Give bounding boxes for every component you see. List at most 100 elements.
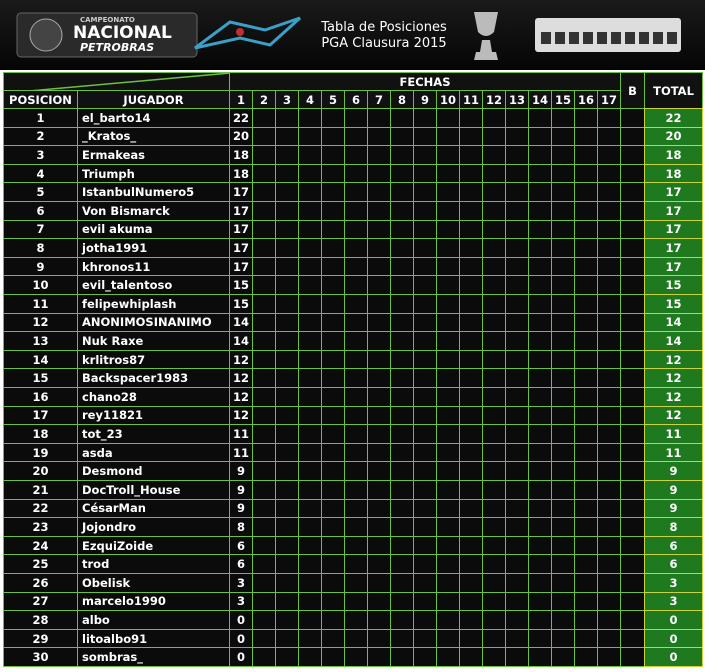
position: 6 bbox=[3, 201, 78, 221]
position: 7 bbox=[3, 219, 78, 240]
empty-cell bbox=[528, 424, 552, 444]
club-shields bbox=[541, 32, 677, 44]
logo-box bbox=[16, 12, 198, 58]
empty-cell bbox=[298, 424, 322, 444]
empty-cell bbox=[551, 294, 575, 314]
empty-cell bbox=[367, 238, 391, 258]
empty-cell bbox=[459, 498, 483, 519]
empty-cell bbox=[505, 256, 529, 277]
empty-cell bbox=[505, 201, 529, 221]
player: chano28 bbox=[77, 387, 230, 407]
position: 24 bbox=[3, 535, 78, 556]
empty-cell bbox=[620, 201, 645, 221]
player: Von Bismarck bbox=[77, 201, 230, 221]
total: 17 bbox=[644, 219, 703, 240]
empty-cell bbox=[574, 610, 598, 630]
empty-cell bbox=[252, 368, 276, 388]
empty-cell bbox=[482, 498, 506, 519]
empty-cell bbox=[551, 126, 575, 147]
empty-cell bbox=[252, 108, 276, 128]
position: 10 bbox=[3, 275, 78, 295]
empty-cell bbox=[528, 387, 552, 407]
position: 14 bbox=[3, 349, 78, 370]
empty-cell bbox=[275, 535, 299, 556]
empty-cell bbox=[298, 182, 322, 202]
empty-cell bbox=[551, 163, 575, 184]
empty-cell bbox=[505, 387, 529, 407]
empty-cell bbox=[505, 535, 529, 556]
empty-cell bbox=[597, 424, 621, 444]
empty-cell bbox=[413, 591, 437, 612]
empty-cell bbox=[551, 480, 575, 500]
empty-cell bbox=[367, 628, 391, 649]
title: Tabla de Posiciones bbox=[320, 20, 447, 35]
empty-cell bbox=[298, 480, 322, 500]
empty-cell bbox=[298, 442, 322, 463]
empty-cell bbox=[413, 126, 437, 147]
empty-cell bbox=[528, 535, 552, 556]
pga-logo-dot bbox=[236, 28, 244, 36]
empty-cell bbox=[597, 126, 621, 147]
empty-cell bbox=[390, 573, 414, 593]
empty-cell bbox=[459, 517, 483, 537]
round-score: 11 bbox=[229, 424, 253, 444]
empty-cell bbox=[252, 442, 276, 463]
empty-cell bbox=[275, 405, 299, 426]
empty-cell bbox=[597, 517, 621, 537]
empty-cell bbox=[505, 461, 529, 481]
empty-cell bbox=[298, 275, 322, 295]
total: 12 bbox=[644, 405, 703, 426]
empty-cell bbox=[367, 480, 391, 500]
empty-cell bbox=[574, 424, 598, 444]
empty-cell bbox=[459, 256, 483, 277]
empty-cell bbox=[459, 238, 483, 258]
empty-cell bbox=[413, 219, 437, 240]
corner-cell bbox=[3, 72, 230, 91]
empty-cell bbox=[505, 517, 529, 537]
empty-cell bbox=[551, 145, 575, 165]
empty-cell bbox=[436, 591, 460, 612]
empty-cell bbox=[298, 517, 322, 537]
empty-cell bbox=[436, 610, 460, 630]
empty-cell bbox=[298, 145, 322, 165]
empty-cell bbox=[344, 163, 368, 184]
empty-cell bbox=[321, 517, 345, 537]
empty-cell bbox=[459, 554, 483, 574]
empty-cell bbox=[436, 182, 460, 202]
empty-cell bbox=[367, 554, 391, 574]
empty-cell bbox=[413, 182, 437, 202]
empty-cell bbox=[620, 238, 645, 258]
empty-cell bbox=[528, 610, 552, 630]
empty-cell bbox=[390, 647, 414, 667]
empty-cell bbox=[344, 201, 368, 221]
empty-cell bbox=[321, 387, 345, 407]
empty-cell bbox=[298, 647, 322, 667]
empty-cell bbox=[413, 554, 437, 574]
empty-cell bbox=[344, 368, 368, 388]
empty-cell bbox=[298, 387, 322, 407]
total: 14 bbox=[644, 312, 703, 333]
empty-cell bbox=[436, 219, 460, 240]
empty-cell bbox=[551, 535, 575, 556]
empty-cell bbox=[321, 294, 345, 314]
empty-cell bbox=[321, 368, 345, 388]
empty-cell bbox=[436, 628, 460, 649]
empty-cell bbox=[459, 275, 483, 295]
position: 11 bbox=[3, 294, 78, 314]
empty-cell bbox=[436, 368, 460, 388]
column-header: 13 bbox=[505, 90, 529, 109]
empty-cell bbox=[574, 442, 598, 463]
empty-cell bbox=[597, 628, 621, 649]
empty-cell bbox=[551, 368, 575, 388]
empty-cell bbox=[574, 145, 598, 165]
empty-cell bbox=[413, 442, 437, 463]
empty-cell bbox=[390, 535, 414, 556]
total: 8 bbox=[644, 517, 703, 537]
column-header: JUGADOR bbox=[77, 90, 230, 109]
total: 15 bbox=[644, 294, 703, 314]
empty-cell bbox=[597, 498, 621, 519]
empty-cell bbox=[252, 480, 276, 500]
total: 0 bbox=[644, 610, 703, 630]
